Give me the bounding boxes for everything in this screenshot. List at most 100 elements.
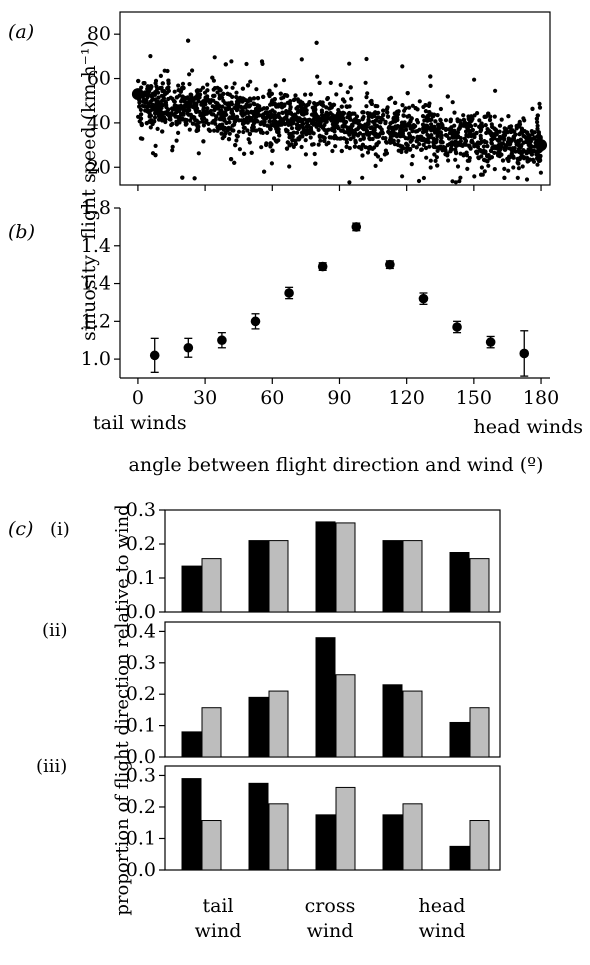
scatter-point [482,157,487,162]
scatter-point [166,85,171,90]
scatter-point [131,88,144,101]
panel-label-a: (a) [8,21,34,43]
scatter-point [493,88,498,93]
scatter-point [168,117,173,122]
chart-c-i-bars: 0.0 0.1 0.2 0.3 [126,499,501,623]
scatter-point [328,80,333,85]
scatter-point [262,169,267,174]
scatter-point [217,93,222,98]
scatter-point [211,112,216,117]
scatter-point [372,128,377,133]
y-tick-label: 1.2 [81,310,111,332]
scatter-point [417,127,422,132]
scatter-point [156,90,161,95]
data-point [317,261,328,272]
scatter-point [300,111,305,117]
scatter-point [170,106,175,111]
scatter-point [528,143,533,148]
scatter-point [279,101,284,106]
scatter-point [148,100,153,105]
scatter-point [538,135,543,140]
bar-gray [469,558,490,613]
scatter-point [385,110,390,115]
bar-gray [201,820,222,871]
scatter-point [535,134,540,139]
scatter-point [345,130,350,135]
bar-black [248,540,269,613]
scatter-point [400,144,405,149]
scatter-point [210,75,215,80]
scatter-point [173,110,179,115]
scatter-point [455,130,461,135]
scatter-point [423,145,429,151]
scatter-point [266,113,271,119]
scatter-point [341,136,347,141]
scatter-point [521,148,526,153]
scatter-point [469,124,474,129]
scatter-point [153,97,158,102]
scatter-point [373,118,378,123]
scatter-point [247,104,252,109]
scatter-point [152,92,157,97]
scatter-point [518,137,523,142]
y-tick-label: 0.3 [126,764,156,786]
scatter-point [172,89,177,94]
scatter-point [255,119,260,124]
scatter-point [409,162,414,167]
scatter-point [165,110,170,115]
scatter-point [236,129,242,134]
scatter-point [316,127,321,132]
scatter-point [226,137,232,142]
scatter-point [147,114,152,119]
scatter-point [364,104,369,109]
scatter-point [395,112,400,117]
scatter-point [145,94,150,99]
scatter-point [347,104,352,109]
scatter-point [409,138,414,143]
scatter-point [259,145,264,150]
scatter-point [387,125,392,130]
scatter-point [517,157,522,162]
scatter-point [479,172,484,177]
scatter-point [352,144,357,149]
scatter-point [429,125,434,130]
scatter-point [156,99,161,105]
scatter-point [288,132,293,137]
scatter-point [433,158,438,163]
scatter-point [358,137,363,142]
scatter-point [390,128,395,133]
scatter-point [496,153,501,158]
scatter-point [154,84,159,89]
scatter-point [492,167,497,172]
scatter-point [492,133,497,138]
scatter-point [479,165,484,170]
scatter-point [520,164,525,169]
scatter-point [176,88,181,93]
scatter-point [422,118,427,123]
scatter-point [215,125,220,130]
scatter-point [510,146,515,151]
scatter-point [311,118,316,123]
scatter-point [163,100,168,105]
scatter-point [347,180,352,185]
scatter-point [215,90,220,95]
scatter-point [205,82,210,87]
scatter-point [439,121,444,127]
scatter-point [155,126,160,131]
scatter-point [230,94,235,99]
scatter-point [473,122,478,128]
scatter-point [254,128,259,133]
scatter-point [269,161,274,166]
scatter-point [487,156,492,161]
chart-a-scatter: 20 40 60 80 [87,11,551,191]
scatter-point [453,180,458,185]
scatter-point [295,105,300,110]
data-point [284,288,294,298]
scatter-point [537,105,543,110]
scatter-point [350,122,355,127]
scatter-point [175,115,181,120]
scatter-point [538,170,544,175]
scatter-point [230,128,235,133]
scatter-point [396,148,401,153]
scatter-point [231,113,236,118]
